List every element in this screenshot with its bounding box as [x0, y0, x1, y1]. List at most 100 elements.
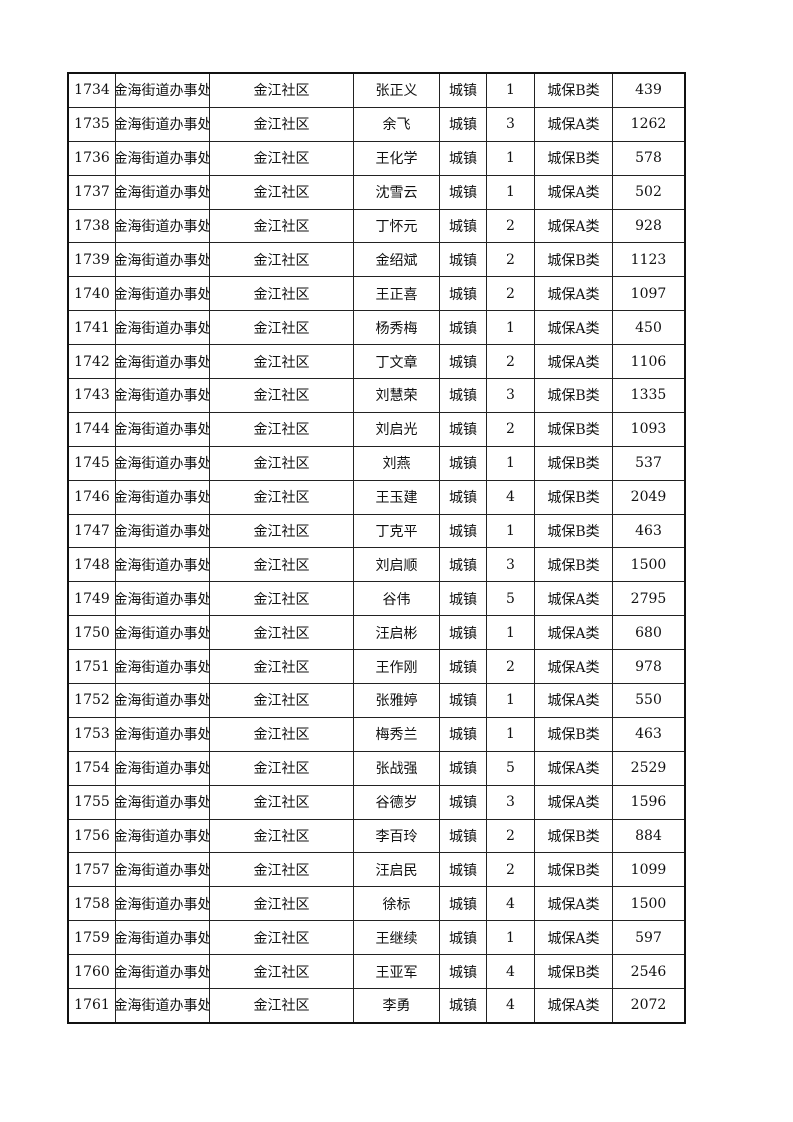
insurance-category-cell: 城保A类	[534, 886, 613, 922]
row-number: 1755	[74, 794, 110, 811]
street-office: 金海街道办事处	[116, 896, 209, 913]
person-name-cell: 刘燕	[353, 445, 440, 481]
member-count: 1	[506, 184, 515, 201]
community: 金江社区	[253, 625, 310, 642]
amount-cell: 1596	[612, 784, 686, 820]
person-name-cell: 张正义	[353, 72, 440, 108]
amount: 2546	[630, 963, 667, 980]
community-cell: 金江社区	[209, 378, 354, 413]
street-office-cell: 金海街道办事处	[115, 208, 210, 244]
row-number-cell: 1745	[67, 445, 116, 481]
amount: 463	[635, 726, 662, 743]
amount-cell: 463	[612, 513, 686, 549]
row-number: 1750	[74, 624, 110, 641]
insurance-category-cell: 城保A类	[534, 784, 613, 820]
street-office: 金海街道办事处	[116, 219, 209, 235]
amount: 680	[635, 624, 662, 641]
community-cell: 金江社区	[209, 344, 354, 380]
amount: 1596	[630, 794, 667, 811]
row-number: 1751	[74, 658, 110, 675]
amount: 1093	[630, 421, 667, 438]
community: 金江社区	[253, 896, 310, 913]
person-name: 李百玲	[375, 829, 418, 846]
table-row: 1749 金海街道办事处 金江社区 谷伟 城镇 5 城保A类 2795	[67, 581, 686, 617]
community-cell: 金江社区	[209, 276, 354, 312]
community-cell: 金江社区	[209, 615, 354, 651]
amount: 2072	[630, 997, 667, 1014]
household-type-cell: 城镇	[439, 988, 487, 1024]
household-type-cell: 城镇	[439, 547, 487, 583]
amount-cell: 439	[612, 72, 686, 108]
person-name: 王化学	[375, 151, 418, 168]
row-number-cell: 1756	[67, 818, 116, 854]
street-office: 金海街道办事处	[116, 727, 209, 744]
amount: 502	[635, 184, 662, 201]
member-count: 1	[506, 319, 515, 336]
insurance-category-cell: 城保A类	[534, 649, 613, 685]
amount-cell: 463	[612, 716, 686, 752]
community-cell: 金江社区	[209, 818, 354, 854]
table-row: 1738 金海街道办事处 金江社区 丁怀元 城镇 2 城保A类 928	[67, 208, 686, 244]
street-office-cell: 金海街道办事处	[115, 581, 210, 617]
member-count: 3	[506, 556, 515, 573]
row-number: 1737	[74, 184, 110, 201]
row-number-cell: 1734	[67, 72, 116, 108]
household-type-cell: 城镇	[439, 852, 487, 888]
member-count: 4	[506, 895, 515, 912]
amount-cell: 2049	[612, 479, 686, 515]
person-name-cell: 李百玲	[353, 818, 440, 854]
street-office-cell: 金海街道办事处	[115, 615, 210, 651]
row-number-cell: 1735	[67, 106, 116, 142]
community: 金江社区	[253, 252, 310, 269]
community: 金江社区	[253, 930, 310, 947]
insurance-category-cell: 城保A类	[534, 581, 613, 617]
amount-cell: 1099	[612, 852, 686, 888]
community-cell: 金江社区	[209, 988, 354, 1024]
member-count: 1	[506, 455, 515, 472]
person-name: 王正喜	[375, 286, 418, 303]
member-count-cell: 1	[486, 72, 535, 108]
table-row: 1746 金海街道办事处 金江社区 王玉建 城镇 4 城保B类 2049	[67, 479, 686, 515]
household-type-cell: 城镇	[439, 310, 487, 346]
row-number-cell: 1746	[67, 479, 116, 515]
insurance-category-cell: 城保B类	[534, 411, 613, 447]
row-number: 1758	[74, 895, 110, 912]
member-count: 5	[506, 590, 515, 607]
insurance-category-cell: 城保A类	[534, 174, 613, 210]
insurance-category: 城保B类	[547, 727, 600, 744]
table-row: 1739 金海街道办事处 金江社区 金绍斌 城镇 2 城保B类 1123	[67, 242, 686, 278]
insurance-category-cell: 城保B类	[534, 954, 613, 990]
person-name: 沈雪云	[375, 185, 418, 202]
row-number: 1738	[74, 218, 110, 234]
table-row: 1736 金海街道办事处 金江社区 王化学 城镇 1 城保B类 578	[67, 140, 686, 176]
community-cell: 金江社区	[209, 784, 354, 820]
household-type-cell: 城镇	[439, 276, 487, 312]
row-number: 1745	[74, 455, 110, 472]
row-number-cell: 1757	[67, 852, 116, 888]
insurance-category-cell: 城保A类	[534, 615, 613, 651]
row-number: 1734	[74, 82, 110, 99]
row-number-cell: 1758	[67, 886, 116, 922]
household-type: 城镇	[449, 252, 477, 269]
community-cell: 金江社区	[209, 886, 354, 922]
row-number-cell: 1744	[67, 411, 116, 447]
community: 金江社区	[253, 557, 310, 574]
member-count: 1	[506, 692, 515, 709]
household-type: 城镇	[449, 354, 477, 371]
community-cell: 金江社区	[209, 852, 354, 888]
household-type-cell: 城镇	[439, 411, 487, 447]
table-row: 1743 金海街道办事处 金江社区 刘慧荣 城镇 3 城保B类 1335	[67, 378, 686, 413]
person-name-cell: 汪启彬	[353, 615, 440, 651]
person-name-cell: 金绍斌	[353, 242, 440, 278]
household-type-cell: 城镇	[439, 615, 487, 651]
row-number: 1749	[74, 590, 110, 607]
amount: 884	[635, 828, 662, 845]
community: 金江社区	[253, 185, 310, 202]
person-name: 杨秀梅	[375, 320, 418, 337]
person-name-cell: 杨秀梅	[353, 310, 440, 346]
amount: 1099	[630, 861, 667, 878]
member-count-cell: 1	[486, 683, 535, 718]
street-office: 金海街道办事处	[116, 659, 209, 676]
street-office: 金海街道办事处	[116, 388, 209, 405]
street-office: 金海街道办事处	[116, 151, 209, 168]
